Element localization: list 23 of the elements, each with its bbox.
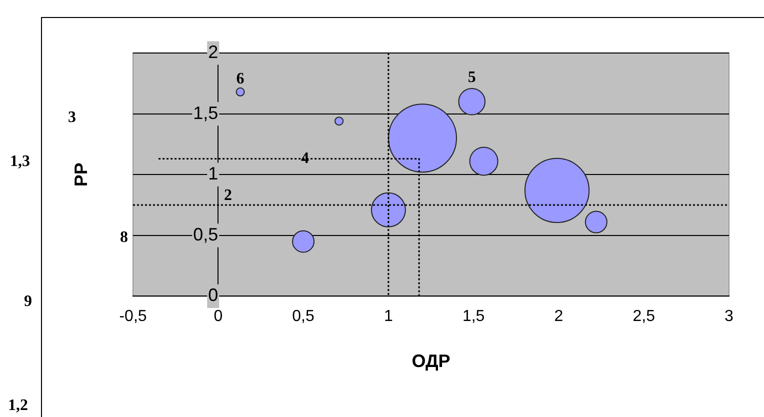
text: 8 <box>120 229 128 247</box>
annotation: 2 <box>224 187 232 205</box>
x-tick-label: 0,5 <box>292 308 315 326</box>
annotation: 4 <box>300 150 309 167</box>
y-tick-label: 1,5 <box>193 102 218 123</box>
y-tick-label: 0,5 <box>193 224 218 244</box>
x-tick-label: 3 <box>724 308 734 326</box>
y-axis-title: РР <box>70 162 91 187</box>
x-axis-title: ОДР <box>412 351 450 372</box>
y-tick-label: 0 <box>208 285 218 306</box>
y-tick-label: 2 <box>208 42 218 62</box>
text: 1,3 <box>10 153 30 171</box>
x-tick-label: 2 <box>554 308 564 326</box>
text: 3 <box>68 109 76 127</box>
x-tick-label: 1,5 <box>462 308 485 326</box>
x-tick-label: 1 <box>384 308 393 326</box>
annotation: 5 <box>468 68 476 86</box>
y-tick-label: 1 <box>208 164 218 184</box>
text: 1,2 <box>8 397 28 415</box>
x-tick-label: -0,5 <box>119 308 147 326</box>
annotation: 6 <box>236 70 244 88</box>
x-tick-label: 2,5 <box>632 308 656 326</box>
text: 9 <box>24 293 32 311</box>
